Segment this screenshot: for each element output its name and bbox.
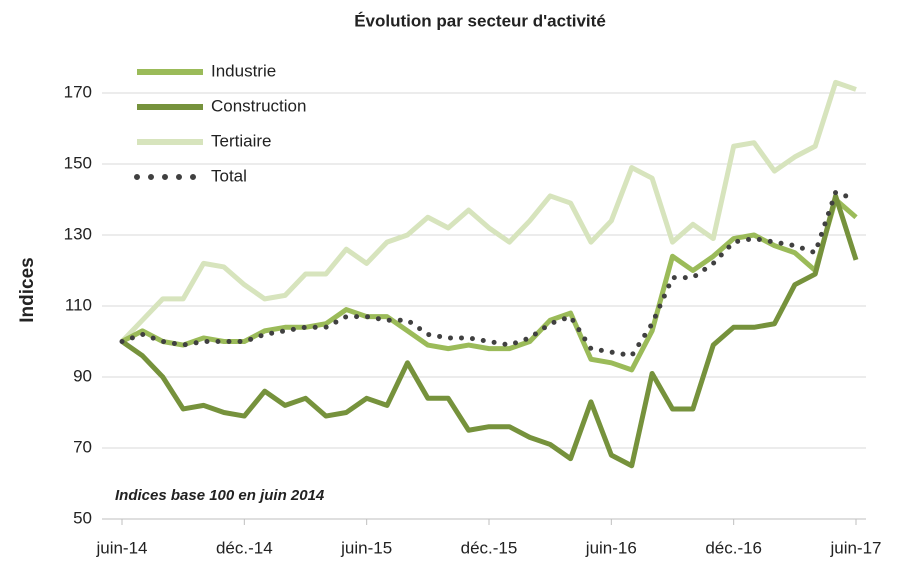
y-tick-label: 130 <box>64 224 92 243</box>
annotation: Indices base 100 en juin 2014 <box>115 487 325 504</box>
y-tick-label: 90 <box>73 366 92 385</box>
x-tick-label: juin-14 <box>95 538 147 557</box>
y-tick-label: 110 <box>65 295 92 314</box>
x-tick-label: juin-15 <box>340 538 392 557</box>
x-tick-label: juin-16 <box>585 538 637 557</box>
x-tick-label: déc.-15 <box>461 538 518 557</box>
x-tick-label: déc.-16 <box>705 538 762 557</box>
y-tick-label: 50 <box>73 508 92 527</box>
x-tick-label: juin-17 <box>829 538 881 557</box>
y-tick-label: 70 <box>73 437 92 456</box>
y-tick-label: 170 <box>64 82 92 101</box>
series-line <box>120 197 858 373</box>
legend-label: Industrie <box>211 61 276 80</box>
legend-label: Construction <box>211 96 306 115</box>
series-line <box>120 79 857 344</box>
legend-label: Tertiaire <box>211 131 271 150</box>
legend-label: Total <box>211 166 247 185</box>
chart-title: Évolution par secteur d'activité <box>354 11 606 30</box>
y-tick-label: 150 <box>64 153 92 172</box>
y-axis-label: Indices <box>17 257 38 322</box>
series-line <box>120 193 859 469</box>
x-tick-label: déc.-14 <box>216 538 273 557</box>
